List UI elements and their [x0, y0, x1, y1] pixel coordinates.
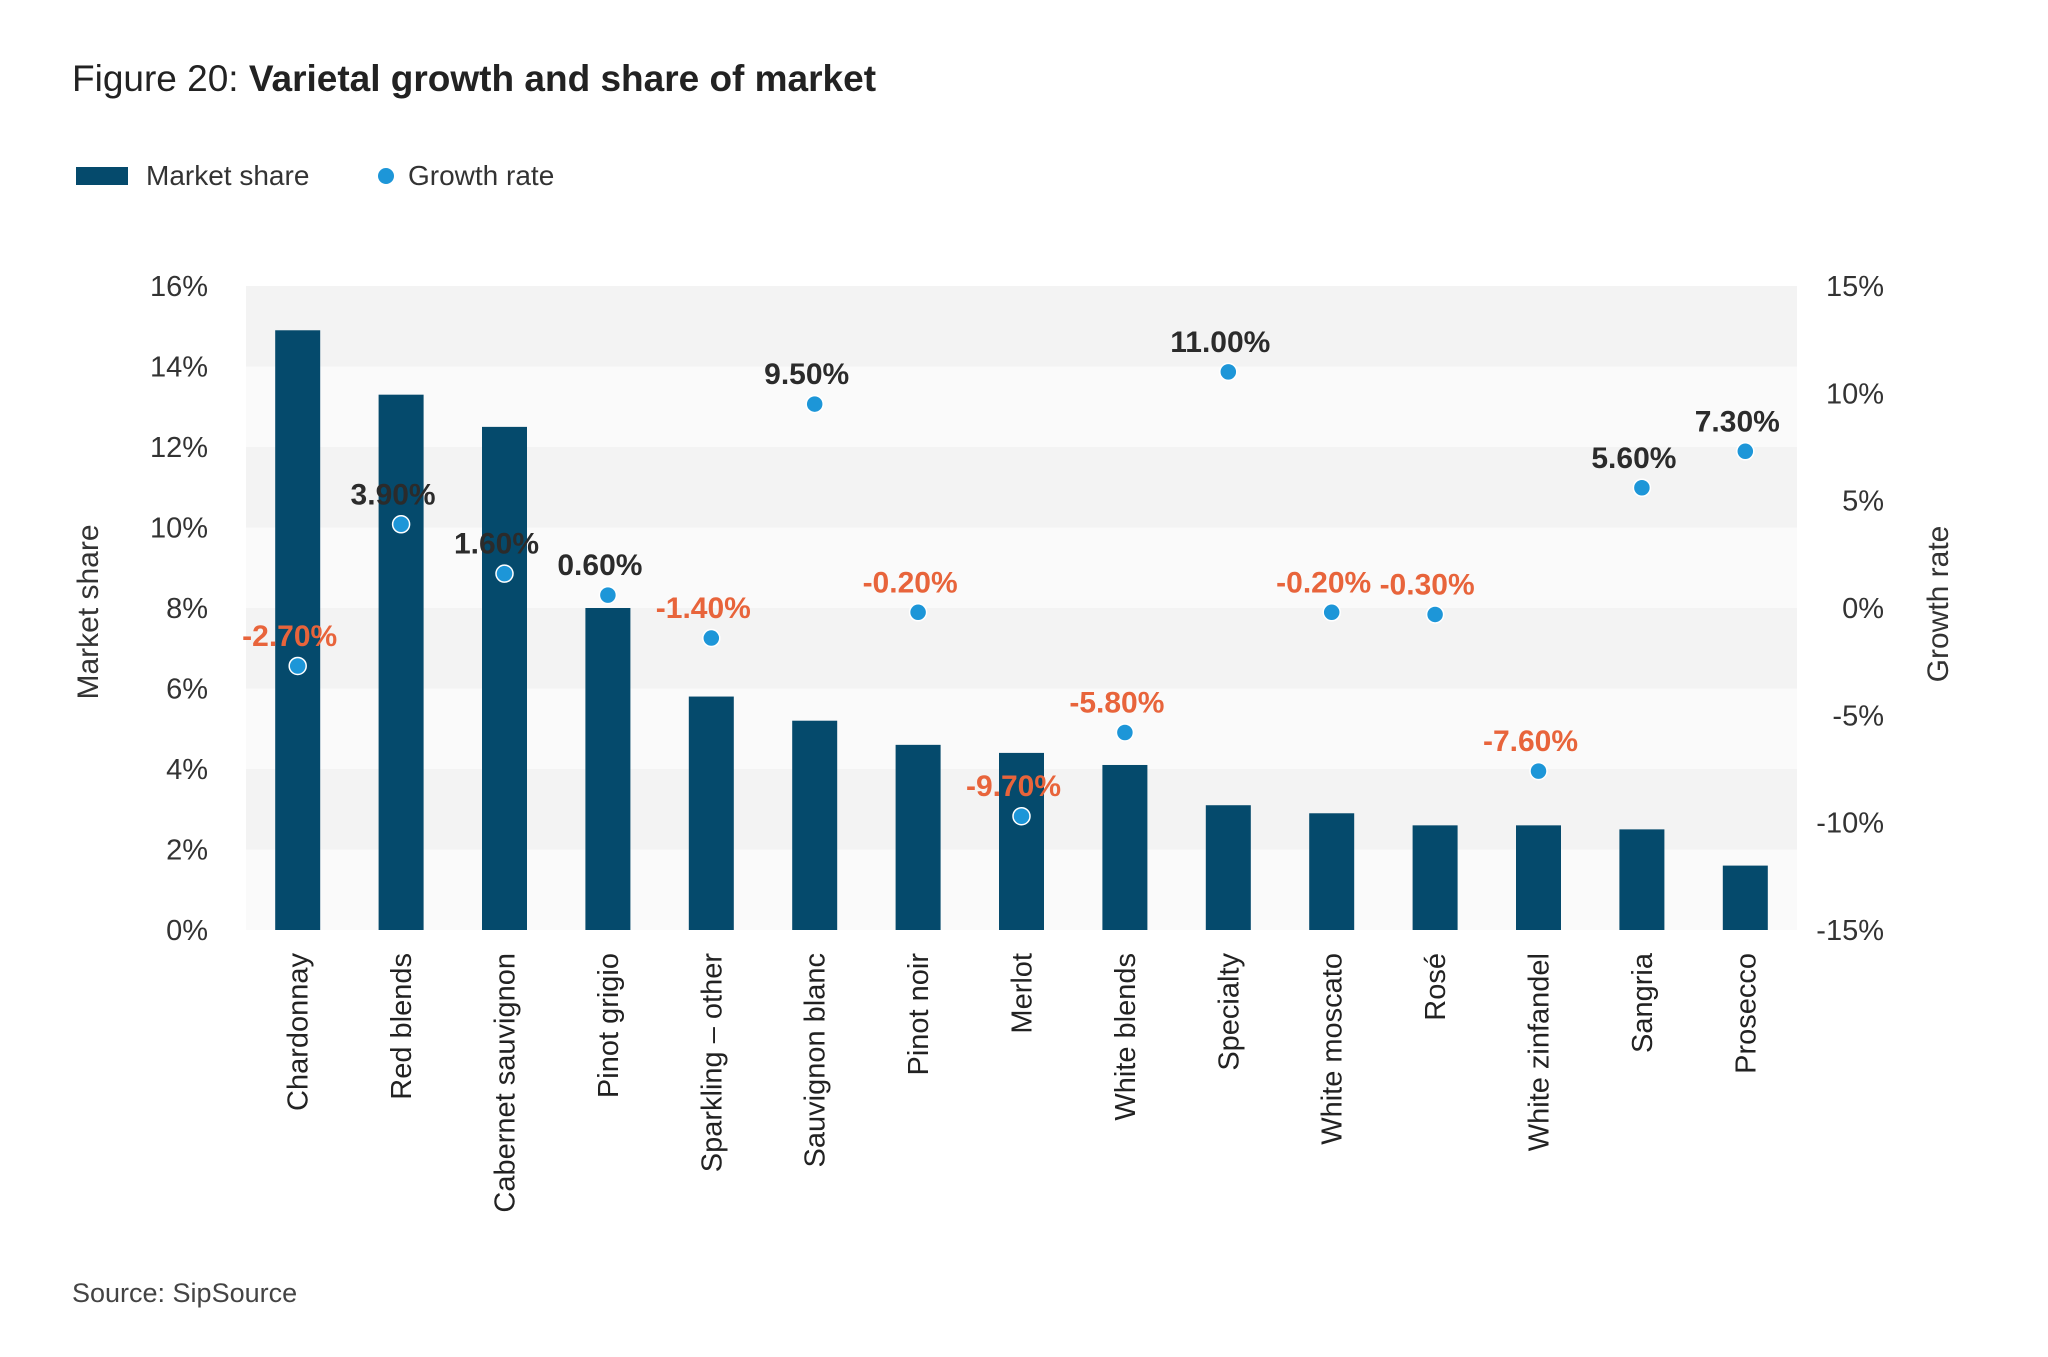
- bar: [585, 608, 631, 930]
- growth-data-label: -0.30%: [1380, 568, 1475, 601]
- chart-title: Figure 20: Varietal growth and share of …: [72, 58, 876, 100]
- growth-data-label: 1.60%: [454, 528, 539, 561]
- bar: [482, 426, 527, 930]
- right-tick-label: 10%: [1826, 378, 1884, 410]
- legend-dot-swatch: [378, 168, 394, 184]
- category-label: Prosecco: [1730, 953, 1762, 1074]
- legend-label-growth-rate: Growth rate: [408, 160, 555, 191]
- right-tick-label: -5%: [1832, 700, 1884, 732]
- category-label: Sangria: [1627, 952, 1659, 1053]
- bar: [1412, 825, 1458, 930]
- growth-data-label: -9.70%: [966, 770, 1061, 803]
- left-tick-label: 16%: [150, 271, 208, 303]
- growth-point: [1425, 605, 1445, 624]
- grid-band: [246, 366, 1797, 447]
- growth-data-label: -2.70%: [242, 620, 337, 653]
- growth-data-label: 3.90%: [351, 478, 436, 511]
- growth-point: [495, 564, 514, 583]
- category-label: Cabernet sauvignon: [490, 953, 522, 1213]
- growth-data-label: -7.60%: [1483, 725, 1578, 758]
- left-tick-label: 4%: [166, 754, 208, 786]
- growth-point: [1632, 478, 1652, 498]
- grid-band: [246, 447, 1797, 528]
- bar: [895, 744, 941, 930]
- growth-data-label: -1.40%: [656, 592, 751, 625]
- growth-data-label: 0.60%: [557, 549, 642, 582]
- right-axis-title: Growth rate: [1922, 526, 1955, 683]
- growth-data-label: 9.50%: [764, 358, 849, 391]
- growth-rate-data-labels: -2.70% 3.90% 1.60% 0.60% -1.40% 9.50% -0.20% -9…: [242, 326, 1780, 803]
- title-main: Varietal growth and share of market: [248, 58, 877, 99]
- category-label: White zinfandel: [1524, 953, 1556, 1151]
- category-label: White moscato: [1317, 953, 1349, 1145]
- bar: [999, 752, 1044, 930]
- right-axis-ticks: -15% -10% -5% 0% 5% 10% 15%: [1816, 271, 1884, 947]
- source-note: Source: SipSource: [72, 1278, 298, 1308]
- legend-label-market-share: Market share: [146, 160, 310, 191]
- growth-point: [1012, 806, 1031, 826]
- left-axis-ticks: 0% 2% 4% 6% 8% 10% 12% 14% 16%: [150, 271, 208, 947]
- bar: [792, 720, 838, 930]
- category-label: Sauvignon blanc: [800, 953, 832, 1167]
- legend-item-market-share: Market share: [76, 158, 309, 194]
- bar: [1102, 764, 1148, 930]
- bar: [688, 696, 734, 930]
- growth-point: [1529, 761, 1548, 781]
- growth-data-label: 5.60%: [1591, 442, 1676, 475]
- grid-band: [246, 608, 1797, 689]
- category-label: Sparkling – other: [696, 953, 728, 1173]
- growth-point: [288, 656, 307, 676]
- category-label: Pinot grigio: [593, 953, 625, 1098]
- bar: [1722, 865, 1768, 930]
- scatter-series-growth-rate: [288, 362, 1755, 826]
- left-tick-label: 14%: [150, 352, 208, 384]
- title-prefix: Figure 20:: [72, 58, 249, 99]
- right-tick-label: -10%: [1816, 808, 1884, 840]
- bar-series-market-share: [275, 330, 1768, 930]
- left-tick-label: 2%: [166, 835, 208, 867]
- category-label: White blends: [1110, 953, 1142, 1121]
- growth-point: [1219, 362, 1238, 382]
- legend-item-growth-rate: Growth rate: [378, 158, 554, 194]
- left-tick-label: 8%: [166, 593, 208, 625]
- growth-data-label: 7.30%: [1695, 405, 1780, 438]
- category-axis-labels: Chardonnay Red blends Cabernet sauvignon Pi…: [283, 952, 1763, 1212]
- right-tick-label: 0%: [1842, 593, 1884, 625]
- category-label: Rosé: [1420, 953, 1452, 1021]
- growth-point: [702, 628, 721, 648]
- bar: [1205, 805, 1251, 930]
- bar: [1619, 829, 1665, 930]
- right-tick-label: 15%: [1826, 271, 1884, 303]
- growth-point: [391, 515, 411, 534]
- growth-point: [1322, 603, 1341, 622]
- growth-point: [598, 585, 618, 605]
- category-label: Red blends: [386, 953, 418, 1100]
- growth-data-label: -0.20%: [863, 566, 958, 599]
- left-tick-label: 10%: [150, 513, 208, 545]
- left-tick-label: 0%: [166, 915, 208, 947]
- right-tick-label: 5%: [1842, 486, 1884, 518]
- growth-point: [1736, 442, 1755, 461]
- category-label: Pinot noir: [903, 953, 935, 1076]
- left-tick-label: 6%: [166, 674, 208, 706]
- bar: [1516, 825, 1561, 930]
- right-tick-label: -15%: [1816, 915, 1884, 947]
- growth-data-label: -5.80%: [1069, 687, 1164, 720]
- left-tick-label: 12%: [150, 432, 208, 464]
- category-label: Chardonnay: [283, 953, 315, 1111]
- grid-band: [246, 286, 1797, 367]
- category-label: Merlot: [1007, 953, 1039, 1034]
- growth-data-label: 11.00%: [1170, 326, 1270, 359]
- category-label: Specialty: [1213, 953, 1245, 1071]
- bar: [1309, 813, 1355, 930]
- growth-point: [805, 394, 824, 414]
- growth-point: [908, 603, 928, 622]
- bar: [275, 330, 321, 930]
- legend-bar-swatch: [76, 167, 128, 185]
- left-axis-title: Market share: [72, 524, 105, 699]
- growth-data-label: -0.20%: [1276, 566, 1371, 599]
- growth-point: [1115, 723, 1135, 742]
- bar: [378, 394, 424, 930]
